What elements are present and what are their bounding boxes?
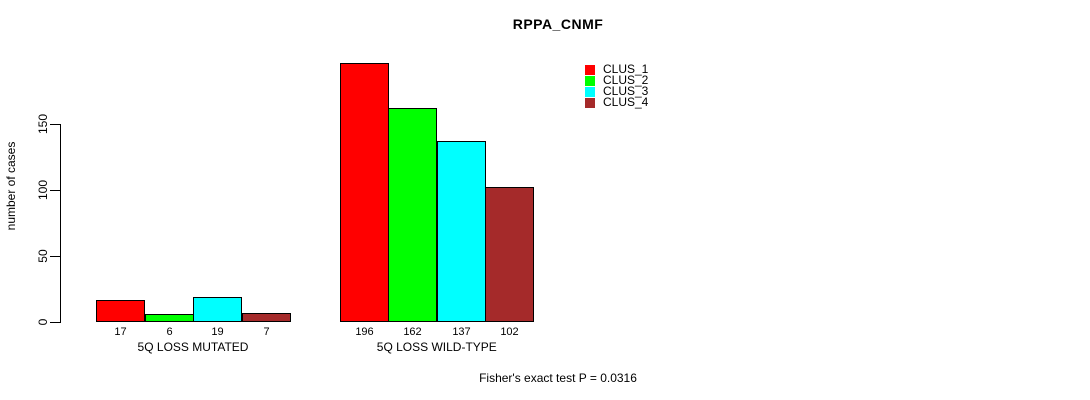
bar-value-label: 19 xyxy=(211,326,224,338)
bar-value-label: 102 xyxy=(500,326,519,338)
stat-annotation: Fisher's exact test P = 0.0316 xyxy=(479,371,637,385)
legend-swatch-clus-4 xyxy=(585,97,595,108)
legend-item: CLUS_2 xyxy=(585,73,649,87)
chart-title: RPPA_CNMF xyxy=(512,16,604,32)
legend-swatch-clus-3 xyxy=(585,86,595,97)
bar-value-label: 17 xyxy=(114,326,127,338)
bar xyxy=(242,313,291,322)
legend-item: CLUS_4 xyxy=(585,95,649,109)
legend-item: CLUS_3 xyxy=(585,84,649,98)
legend-swatch-clus-2 xyxy=(585,75,595,86)
y-axis-label: number of cases xyxy=(4,141,18,231)
y-tick xyxy=(50,190,60,191)
bar-value-label: 162 xyxy=(403,326,422,338)
legend-swatch-clus-1 xyxy=(585,64,595,75)
legend-label-clus-3: CLUS_3 xyxy=(603,84,649,98)
bar-value-label: 7 xyxy=(263,326,270,338)
bar xyxy=(96,300,145,322)
legend-label-clus-2: CLUS_2 xyxy=(603,73,649,87)
bar xyxy=(485,187,534,322)
legend-label-clus-4: CLUS_4 xyxy=(603,95,649,109)
y-tick xyxy=(50,124,60,125)
group-label: 5Q LOSS MUTATED xyxy=(137,340,249,354)
bar-value-label: 6 xyxy=(166,326,173,338)
bar xyxy=(437,141,486,322)
bar xyxy=(388,108,437,322)
y-axis-line xyxy=(60,124,61,323)
group-label: 5Q LOSS WILD-TYPE xyxy=(376,340,497,354)
legend: CLUS_1 CLUS_2 CLUS_3 CLUS_4 xyxy=(585,62,649,109)
y-tick-label: 0 xyxy=(36,318,50,326)
bar-value-label: 137 xyxy=(452,326,471,338)
y-tick-label: 100 xyxy=(36,179,50,201)
bar xyxy=(340,63,389,322)
y-tick-label: 50 xyxy=(36,249,50,263)
legend-label-clus-1: CLUS_1 xyxy=(603,62,649,76)
bar-value-label: 196 xyxy=(355,326,374,338)
y-tick-label: 150 xyxy=(36,113,50,135)
legend-item: CLUS_1 xyxy=(585,62,649,76)
bar xyxy=(145,314,194,322)
bar xyxy=(193,297,242,322)
y-tick xyxy=(50,256,60,257)
y-tick xyxy=(50,322,60,323)
